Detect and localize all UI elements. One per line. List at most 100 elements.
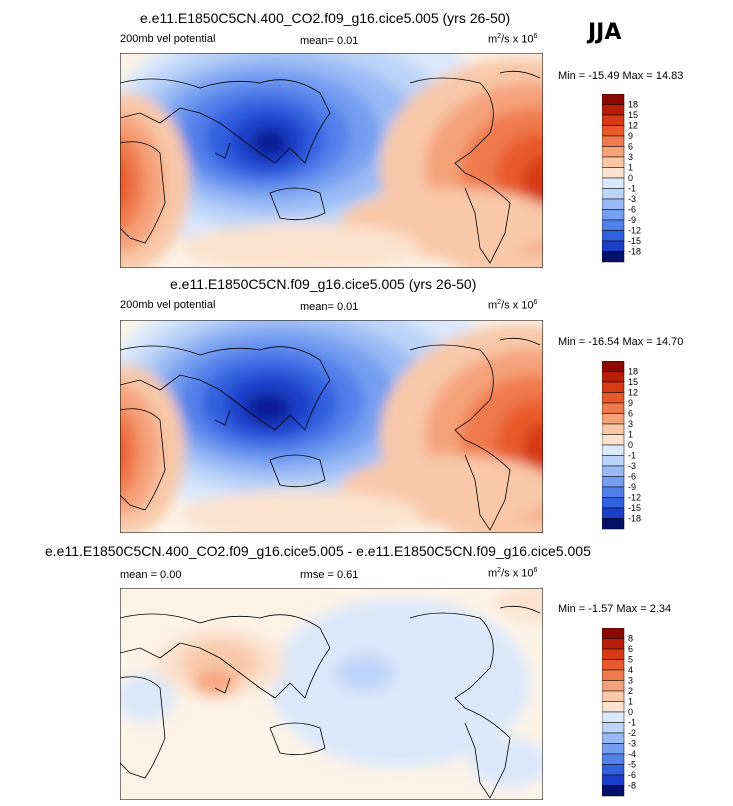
colorbar-box: [602, 423, 625, 435]
colorbar-box: [602, 251, 625, 263]
colorbar-tick-label: 12: [628, 121, 638, 131]
colorbar-box: [602, 476, 625, 488]
colorbar-tick-label: -6: [628, 472, 636, 482]
colorbar-tick-label: 0: [628, 173, 633, 183]
panel-1-left-label: 200mb vel potential: [120, 33, 216, 45]
colorbar-tick-label: 3: [628, 419, 633, 429]
colorbar-tick-label: -2: [628, 728, 636, 738]
colorbar-box: [602, 392, 625, 404]
panel-2-units: m2/s x 106: [488, 299, 538, 312]
colorbar-tick-label: 18: [628, 100, 638, 110]
colorbar-tick-label: 0: [628, 707, 633, 717]
colorbar-tick-label: -9: [628, 215, 636, 225]
panel-1-mean-label: mean= 0.01: [300, 35, 359, 47]
colorbar-tick-label: 9: [628, 398, 633, 408]
colorbar-tick-label: 1: [628, 430, 633, 440]
colorbar-box: [602, 785, 625, 797]
colorbar-box: [602, 628, 625, 639]
colorbar-tick-label: -4: [628, 749, 636, 759]
panel-2-map: [120, 320, 543, 533]
colorbar-tick-label: 3: [628, 676, 633, 686]
colorbar-tick-label: 8: [628, 634, 633, 644]
colorbar-box: [602, 125, 625, 137]
colorbar-box: [602, 198, 625, 210]
colorbar-tick-label: -3: [628, 461, 636, 471]
colorbar-tick-label: -6: [628, 205, 636, 215]
colorbar-tick-label: -18: [628, 514, 641, 524]
colorbar-box: [602, 507, 625, 519]
colorbar-tick-label: -3: [628, 739, 636, 749]
colorbar-tick-label: 1: [628, 697, 633, 707]
colorbar-box: [602, 381, 625, 393]
colorbar-box: [602, 722, 625, 734]
colorbar-box: [602, 209, 625, 221]
colorbar-box: [602, 402, 625, 414]
colorbar-tick-label: 18: [628, 367, 638, 377]
colorbar-tick-label: -15: [628, 503, 641, 513]
panel-1-minmax: Min = -15.49 Max = 14.83: [558, 70, 684, 82]
panel-2-title: e.e11.E1850C5CN.f09_g16.cice5.005 (yrs 2…: [170, 276, 477, 292]
colorbar-tick-label: 2: [628, 686, 633, 696]
colorbar-tick-label: -12: [628, 226, 641, 236]
colorbar-box: [602, 701, 625, 713]
colorbar-box: [602, 219, 625, 231]
colorbar-box: [602, 465, 625, 477]
colorbar-box: [602, 743, 625, 755]
colorbar-tick-label: -1: [628, 451, 636, 461]
colorbar-box: [602, 680, 625, 692]
colorbar-tick-label: -3: [628, 194, 636, 204]
colorbar-box: [602, 240, 625, 252]
colorbar-tick-label: 5: [628, 655, 633, 665]
colorbar-box: [602, 188, 625, 200]
colorbar-box: [602, 434, 625, 446]
colorbar-box: [602, 104, 625, 116]
panel-2-minmax: Min = -16.54 Max = 14.70: [558, 336, 684, 348]
colorbar-box: [602, 497, 625, 509]
colorbar-tick-label: -15: [628, 236, 641, 246]
colorbar-tick-label: 9: [628, 131, 633, 141]
colorbar-box: [602, 444, 625, 456]
colorbar-box: [602, 669, 625, 681]
colorbar-box: [602, 455, 625, 467]
colorbar-box: [602, 690, 625, 702]
colorbar-box: [602, 774, 625, 786]
colorbar-tick-label: 3: [628, 152, 633, 162]
colorbar-tick-label: 6: [628, 644, 633, 654]
colorbar-box: [602, 177, 625, 189]
colorbar-box: [602, 764, 625, 776]
panel-3-mean-label: mean = 0.00: [120, 569, 182, 581]
colorbar-tick-label: 6: [628, 142, 633, 152]
colorbar-tick-label: -18: [628, 247, 641, 257]
panel-3-minmax: Min = -1.57 Max = 2.34: [558, 603, 672, 615]
colorbar-box: [602, 518, 625, 530]
colorbar-box: [602, 486, 625, 498]
colorbar-tick-label: -1: [628, 184, 636, 194]
colorbar-tick-label: 15: [628, 110, 638, 120]
panel-2-left-label: 200mb vel potential: [120, 299, 216, 311]
colorbar-box: [602, 167, 625, 179]
colorbar-tick-label: 1: [628, 163, 633, 173]
colorbar-box: [602, 648, 625, 660]
colorbar-box: [602, 659, 625, 671]
colorbar-box: [602, 361, 625, 372]
panel-3-rmse-label: rmse = 0.61: [300, 569, 359, 581]
panel-1-units: m2/s x 106: [488, 33, 538, 46]
panel-2-mean-label: mean= 0.01: [300, 301, 359, 313]
colorbar-tick-label: -1: [628, 718, 636, 728]
panel-3-title: e.e11.E1850C5CN.400_CO2.f09_g16.cice5.00…: [45, 543, 591, 559]
colorbar-box: [602, 114, 625, 126]
colorbar-tick-label: 15: [628, 377, 638, 387]
season-label: JJA: [588, 20, 622, 45]
colorbar-tick-label: -8: [628, 781, 636, 791]
colorbar-tick-label: -9: [628, 482, 636, 492]
colorbar-box: [602, 711, 625, 723]
colorbar-tick-label: -5: [628, 760, 636, 770]
colorbar-box: [602, 732, 625, 744]
colorbar-box: [602, 638, 625, 650]
panel-1-map: [120, 53, 543, 268]
colorbar-box: [602, 753, 625, 765]
colorbar-tick-label: 0: [628, 440, 633, 450]
